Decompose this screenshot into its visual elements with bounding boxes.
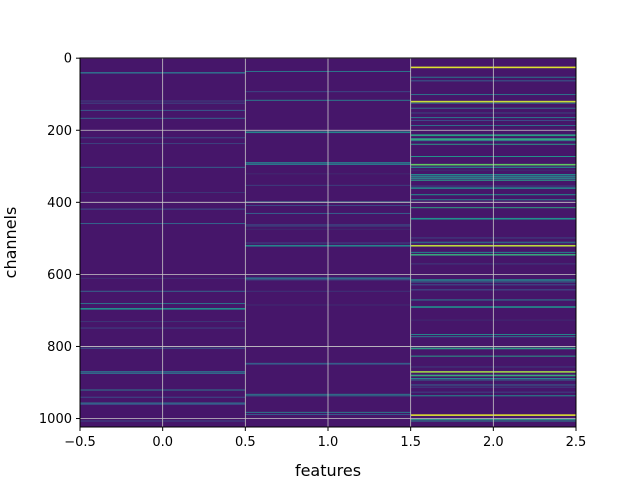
x-tick-label: −0.5 [64, 435, 96, 450]
x-tick-label: 1.5 [400, 435, 421, 450]
x-tick-label: 2.5 [566, 435, 587, 450]
y-axis-label: channels [1, 207, 20, 279]
x-tick-label: 0.5 [235, 435, 256, 450]
y-tick-label: 0 [64, 52, 72, 67]
x-axis: −0.5 0.0 0.5 1.0 1.5 2.0 2.5 [64, 427, 586, 450]
y-axis: 0 200 400 600 800 1000 [39, 52, 80, 427]
x-tick-label: 1.0 [318, 435, 339, 450]
y-tick-label: 600 [47, 268, 72, 283]
y-tick-label: 400 [47, 196, 72, 211]
y-tick-label: 200 [47, 124, 72, 139]
y-tick-label: 800 [47, 340, 72, 355]
x-axis-label: features [295, 461, 361, 480]
x-tick-label: 0.0 [152, 435, 173, 450]
y-tick-label: 1000 [39, 412, 72, 427]
x-tick-label: 2.0 [483, 435, 504, 450]
